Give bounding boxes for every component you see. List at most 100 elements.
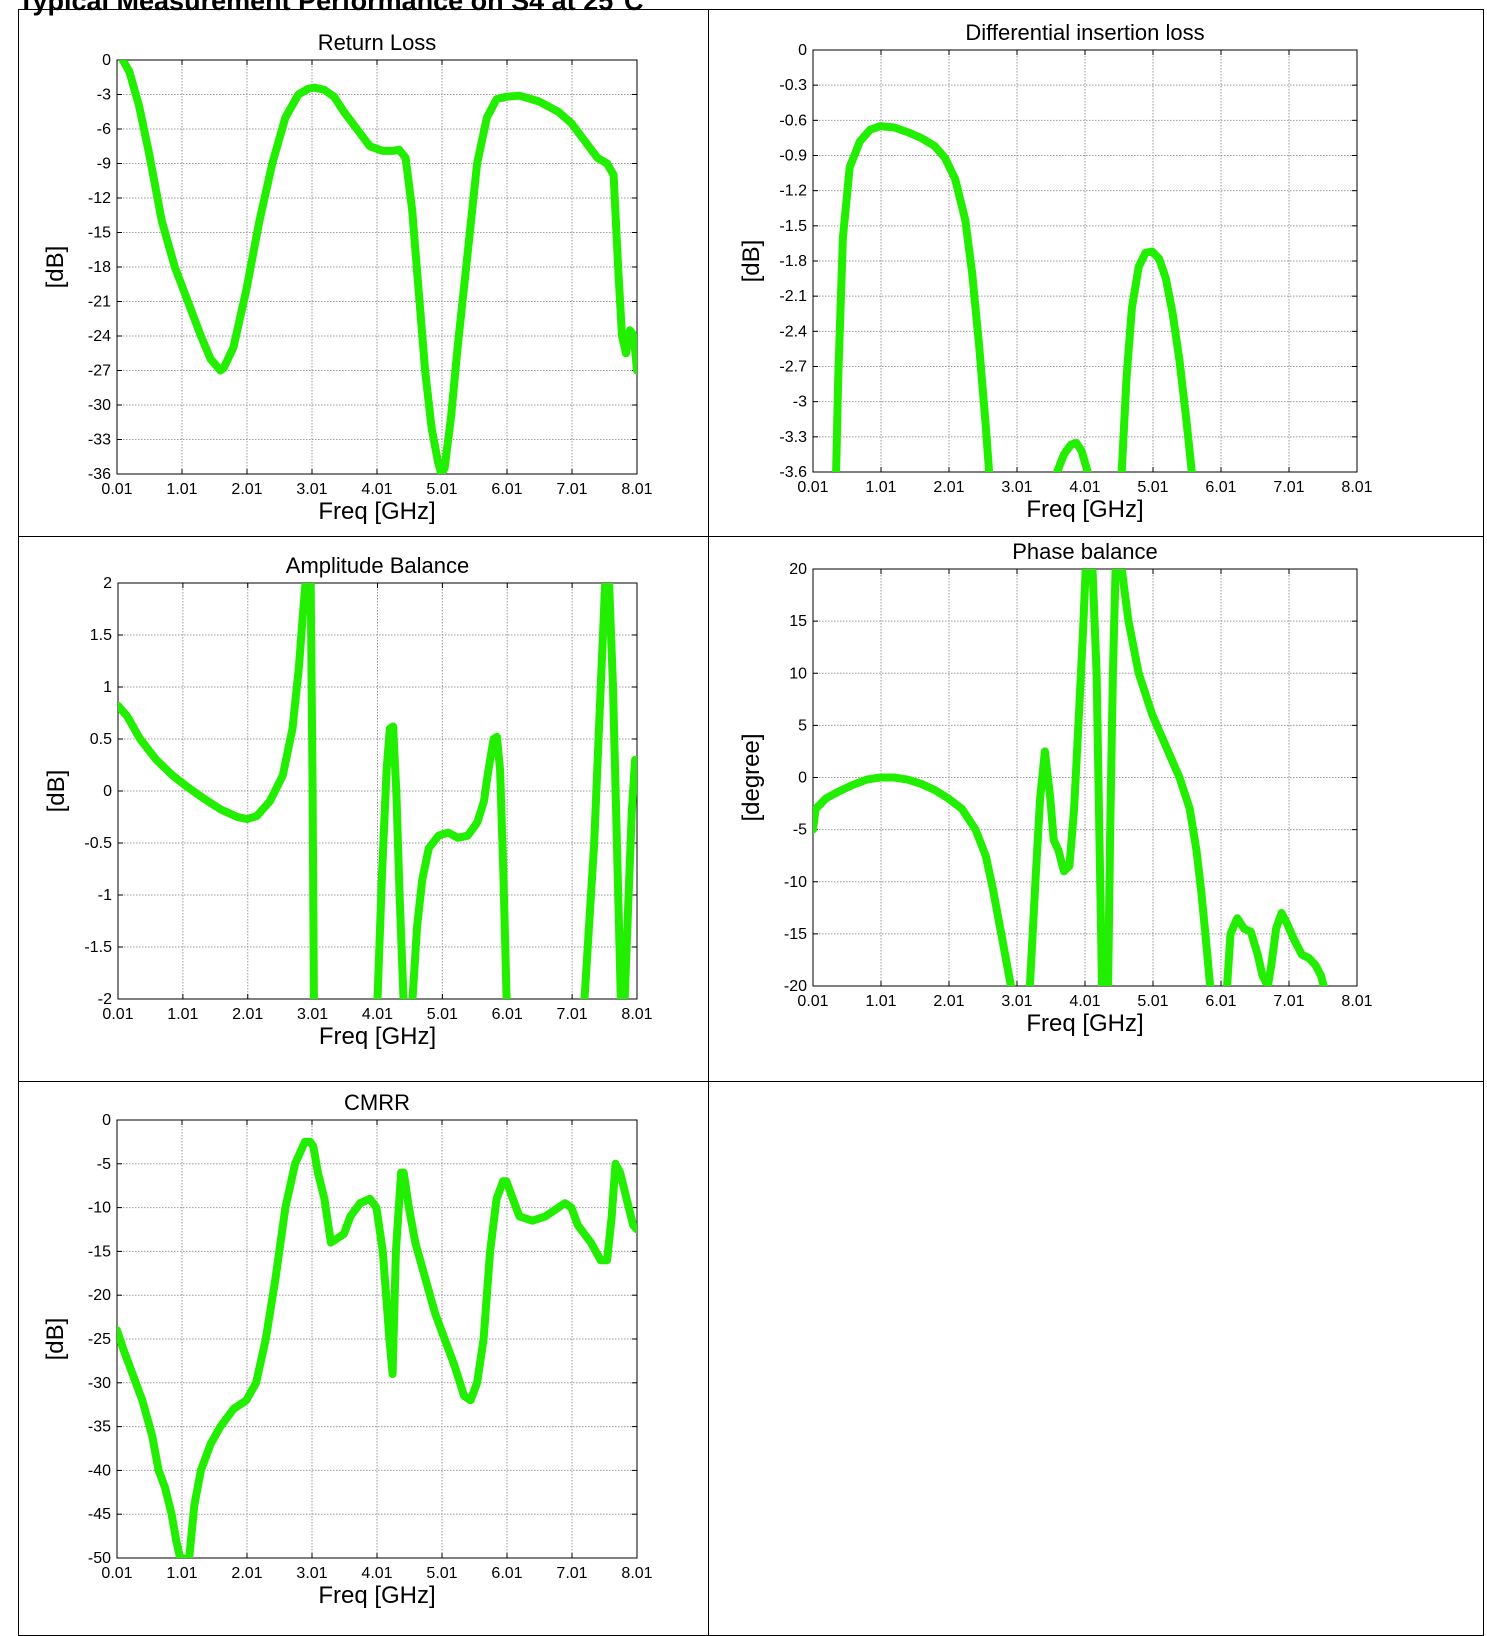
y-tick-label: -10	[784, 874, 807, 891]
chart-title: Phase balance	[1012, 539, 1158, 564]
y-tick-label: -1.5	[779, 218, 807, 235]
y-tick-label: -24	[88, 328, 111, 345]
y-tick-label: -36	[88, 466, 111, 483]
y-tick-label: -25	[88, 1331, 111, 1348]
x-tick-label: 4.01	[362, 1006, 393, 1023]
series-line-1	[832, 122, 994, 472]
y-tick-label: -5	[793, 822, 807, 839]
y-tick-label: -0.6	[779, 112, 807, 129]
cell-phase-balance: 0.01 1.01 2.01 3.01 4.01 5.01 6.01 7.01 8.01 20 15…	[708, 536, 1484, 1082]
y-axis-label: [dB]	[42, 246, 69, 289]
y-tick-label: -12	[88, 190, 111, 207]
series-line-3	[373, 722, 408, 999]
y-tick-label: -0.5	[84, 835, 112, 852]
x-tick-label: 4.01	[1069, 479, 1100, 496]
series-line-1	[118, 583, 310, 824]
chart-amplitude-balance: 0.01 1.01 2.01 3.01 4.01 5.01 6.01 7.01 8.01 2 1.5…	[43, 553, 653, 1050]
y-tick-label: -2.1	[779, 288, 807, 305]
cell-return-loss: 0.01 1.01 2.01 3.01 4.01 5.01 6.01 7.01 8.01 0 -3 -…	[18, 9, 709, 537]
cell-cmrr: 0.01 1.01 2.01 3.01 4.01 5.01 6.01 7.01 8.01 0 -5 -…	[18, 1081, 709, 1636]
y-tick-label: -20	[88, 1287, 111, 1304]
x-tick-label: 4.01	[361, 1565, 392, 1582]
x-tick-label: 1.01	[167, 1006, 198, 1023]
series-line-2	[306, 583, 318, 999]
y-axis-label: [dB]	[43, 770, 70, 813]
y-tick-label: -35	[88, 1419, 111, 1436]
cell-amplitude-balance: 0.01 1.01 2.01 3.01 4.01 5.01 6.01 7.01 8.01 2 1.5…	[18, 536, 709, 1082]
series-line-1	[117, 1326, 187, 1558]
chart-title: Amplitude Balance	[286, 553, 469, 578]
y-tick-label: -1.2	[779, 183, 807, 200]
x-tick-label: 7.01	[557, 1006, 588, 1023]
y-tick-label: 0	[103, 783, 112, 800]
x-axis-label: Freq [GHz]	[319, 1023, 436, 1050]
y-tick-label: -2.4	[779, 323, 807, 340]
x-tick-label: 1.01	[166, 1565, 197, 1582]
y-tick-label: -27	[88, 363, 111, 380]
y-tick-label: 15	[789, 613, 807, 630]
y-tick-label: -10	[88, 1200, 111, 1217]
x-tick-label: 2.01	[933, 993, 964, 1010]
series-line-5	[1117, 569, 1215, 986]
y-tick-label: -45	[88, 1506, 111, 1523]
y-tick-label: -6	[97, 121, 111, 138]
y-tick-label: -2.7	[779, 359, 807, 376]
y-tick-label: 5	[798, 717, 807, 734]
x-tick-label: 0.01	[102, 1006, 133, 1023]
x-tick-label: 2.01	[231, 481, 262, 498]
x-tick-label: 7.01	[1273, 993, 1304, 1010]
x-tick-label: 4.01	[1069, 993, 1100, 1010]
y-tick-label: -18	[88, 259, 111, 276]
x-tick-label: 5.01	[427, 1006, 458, 1023]
y-tick-label: -5	[97, 1156, 111, 1173]
x-axis-label: Freq [GHz]	[1026, 1010, 1143, 1037]
y-tick-label: -0.9	[779, 148, 807, 165]
y-tick-label: 2	[103, 575, 112, 592]
x-axis-label: Freq [GHz]	[318, 498, 435, 525]
grid-lines	[116, 59, 638, 475]
y-tick-label: -20	[784, 978, 807, 995]
series-line-2	[1053, 438, 1092, 472]
trace-group	[118, 583, 637, 999]
y-axis-label: [dB]	[738, 240, 765, 283]
chart-title: CMRR	[344, 1090, 410, 1115]
chart-cmrr: 0.01 1.01 2.01 3.01 4.01 5.01 6.01 7.01 8.01 0 -5 -…	[42, 1090, 653, 1609]
x-tick-label: 5.01	[426, 1565, 457, 1582]
x-tick-label: 5.01	[1137, 479, 1168, 496]
y-tick-label: -0.3	[779, 77, 807, 94]
series-line-1	[118, 60, 637, 474]
trace-group	[832, 122, 1196, 472]
x-tick-label: 6.01	[491, 481, 522, 498]
x-tick-label: 4.01	[361, 481, 392, 498]
series-line-5	[580, 583, 637, 999]
x-tick-label: 8.01	[1341, 479, 1372, 496]
x-tick-label: 0.01	[797, 479, 828, 496]
y-tick-label: 0	[798, 770, 807, 787]
x-tick-label: 5.01	[426, 481, 457, 498]
x-tick-label: 3.01	[1001, 993, 1032, 1010]
x-tick-label: 2.01	[232, 1006, 263, 1023]
trace-group	[813, 569, 1328, 986]
y-tick-label: -1.8	[779, 253, 807, 270]
x-tick-label: 6.01	[1205, 479, 1236, 496]
x-axis-label: Freq [GHz]	[1026, 496, 1143, 523]
y-tick-label: -40	[88, 1462, 111, 1479]
x-tick-label: 1.01	[865, 479, 896, 496]
series-line-3	[1117, 247, 1196, 472]
trace-group	[117, 1137, 637, 1558]
y-tick-label: -30	[88, 397, 111, 414]
x-tick-label: 0.01	[101, 481, 132, 498]
y-tick-label: 20	[789, 561, 807, 578]
y-tick-label: -3.6	[779, 464, 807, 481]
y-tick-label: 1	[103, 679, 112, 696]
x-tick-label: 8.01	[621, 1006, 652, 1023]
y-tick-label: -30	[88, 1375, 111, 1392]
x-tick-label: 2.01	[231, 1565, 262, 1582]
chart-return-loss: 0.01 1.01 2.01 3.01 4.01 5.01 6.01 7.01 8.01 0 -3 -…	[42, 30, 653, 525]
chart-differential-insertion-loss: 0.01 1.01 2.01 3.01 4.01 5.01 6.01 7.01 8.01 0 -0.…	[738, 20, 1373, 523]
x-tick-label: 3.01	[296, 1565, 327, 1582]
y-tick-label: 0	[798, 42, 807, 59]
series-line-3	[1088, 569, 1106, 986]
y-tick-label: -3.3	[779, 429, 807, 446]
chart-title: Differential insertion loss	[965, 20, 1204, 45]
